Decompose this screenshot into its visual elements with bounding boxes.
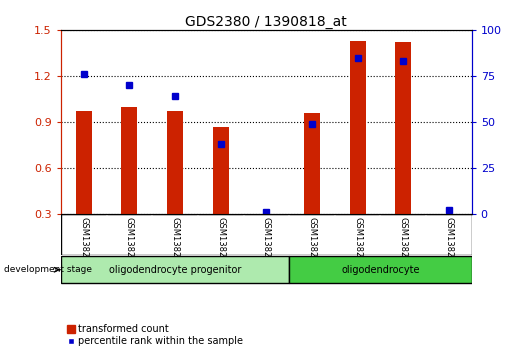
Text: GSM138286: GSM138286 xyxy=(353,217,362,268)
Bar xyxy=(350,41,366,214)
Text: GSM138287: GSM138287 xyxy=(399,217,408,268)
Text: GSM138285: GSM138285 xyxy=(307,217,316,268)
Bar xyxy=(121,107,137,214)
Text: GSM138288: GSM138288 xyxy=(444,217,453,268)
Title: GDS2380 / 1390818_at: GDS2380 / 1390818_at xyxy=(186,15,347,29)
Bar xyxy=(304,113,320,214)
Text: GSM138281: GSM138281 xyxy=(125,217,134,268)
Bar xyxy=(213,127,228,214)
Legend: transformed count, percentile rank within the sample: transformed count, percentile rank withi… xyxy=(66,324,244,347)
Bar xyxy=(395,42,411,214)
Text: GSM138280: GSM138280 xyxy=(80,217,89,268)
Text: oligodendrocyte: oligodendrocyte xyxy=(341,265,420,275)
Bar xyxy=(61,256,289,284)
Text: oligodendrocyte progenitor: oligodendrocyte progenitor xyxy=(109,265,241,275)
Bar xyxy=(289,256,472,284)
Bar xyxy=(167,112,183,214)
Text: GSM138282: GSM138282 xyxy=(171,217,180,268)
Bar xyxy=(76,112,92,214)
Text: GSM138284: GSM138284 xyxy=(262,217,271,268)
Text: GSM138283: GSM138283 xyxy=(216,217,225,268)
Text: development stage: development stage xyxy=(4,265,92,274)
